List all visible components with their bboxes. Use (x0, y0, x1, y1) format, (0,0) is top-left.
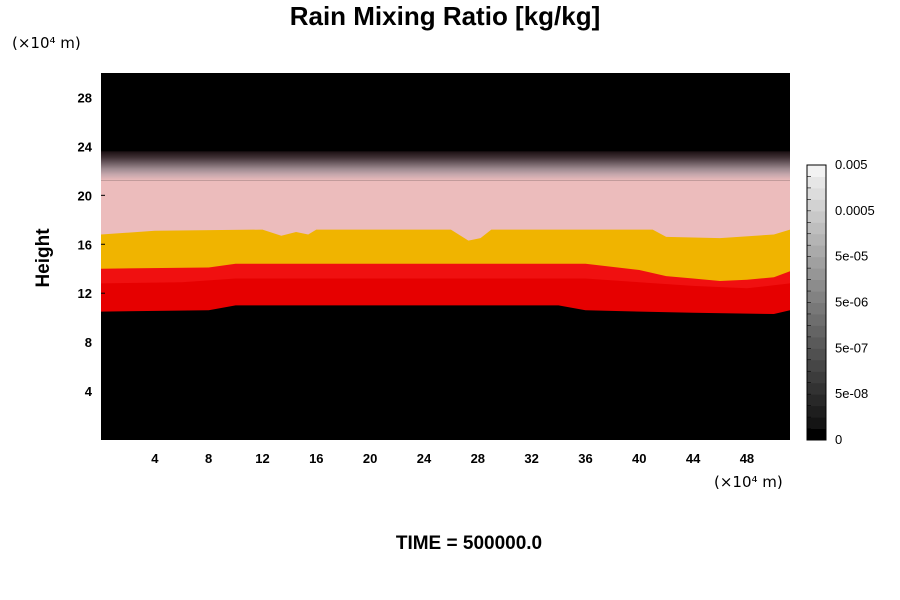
y-tick-label: 28 (78, 90, 92, 105)
colorbar-swatch (807, 325, 826, 338)
gradient-band (101, 151, 790, 181)
y-tick-label: 16 (78, 237, 92, 252)
colorbar: 0 5e-08 5e-07 5e-06 5e-05 0.0005 0.005 (806, 157, 875, 447)
colorbar-swatch (807, 428, 826, 441)
colorbar-label: 5e-05 (835, 249, 868, 264)
y-axis-label: Height (33, 228, 54, 288)
x-tick-label: 48 (740, 451, 754, 466)
y-tick-label: 24 (78, 139, 93, 154)
colorbar-swatch (807, 210, 826, 223)
colorbar-label: 0.005 (835, 157, 868, 172)
y-axis-ticks: 4 8 12 16 20 24 28 (78, 90, 105, 399)
y-tick-label: 8 (85, 335, 92, 350)
colorbar-label: 5e-06 (835, 295, 868, 310)
colorbar-label: 0.0005 (835, 203, 875, 218)
colorbar-swatch (807, 348, 826, 361)
x-tick-label: 4 (151, 451, 159, 466)
plot-area (101, 73, 790, 440)
x-tick-label: 36 (578, 451, 592, 466)
colorbar-label: 5e-07 (835, 340, 868, 355)
colorbar-swatch (807, 199, 826, 212)
x-tick-label: 20 (363, 451, 377, 466)
colorbar-swatch (807, 371, 826, 384)
x-tick-label: 40 (632, 451, 646, 466)
x-axis-ticks: 4 8 12 16 20 24 28 32 36 40 44 48 (151, 436, 754, 466)
colorbar-swatch (807, 279, 826, 292)
colorbar-swatch (807, 302, 826, 315)
colorbar-swatch (807, 187, 826, 200)
chart-title: Rain Mixing Ratio [kg/kg] (290, 1, 601, 31)
y-tick-label: 20 (78, 188, 92, 203)
colorbar-swatch (807, 291, 826, 303)
colorbar-swatch (807, 313, 826, 326)
colorbar-label: 0 (835, 432, 842, 447)
colorbar-swatch (807, 245, 826, 258)
colorbar-label: 5e-08 (835, 386, 868, 401)
colorbar-swatch (807, 394, 826, 407)
colorbar-swatch (807, 336, 826, 349)
x-tick-label: 44 (686, 451, 701, 466)
x-tick-label: 28 (471, 451, 485, 466)
colorbar-swatch (807, 359, 826, 372)
colorbar-swatch (807, 165, 826, 177)
layer-black-lower (101, 305, 790, 440)
colorbar-swatch (807, 176, 826, 189)
y-unit-label: (×10⁴ m) (12, 34, 81, 52)
y-tick-label: 12 (78, 286, 92, 301)
x-tick-label: 12 (255, 451, 269, 466)
colorbar-swatch (807, 382, 826, 395)
time-label: TIME = 500000.0 (396, 533, 542, 554)
x-tick-label: 32 (524, 451, 538, 466)
colorbar-swatch (807, 256, 826, 269)
colorbar-swatch (807, 222, 826, 235)
colorbar-swatch (807, 233, 826, 246)
x-unit-label: (×10⁴ m) (714, 473, 783, 491)
x-tick-label: 16 (309, 451, 323, 466)
x-tick-label: 8 (205, 451, 212, 466)
y-tick-label: 4 (85, 384, 93, 399)
colorbar-swatch (807, 405, 826, 418)
colorbar-swatch (807, 417, 826, 430)
x-tick-label: 24 (417, 451, 432, 466)
colorbar-swatch (807, 268, 826, 281)
